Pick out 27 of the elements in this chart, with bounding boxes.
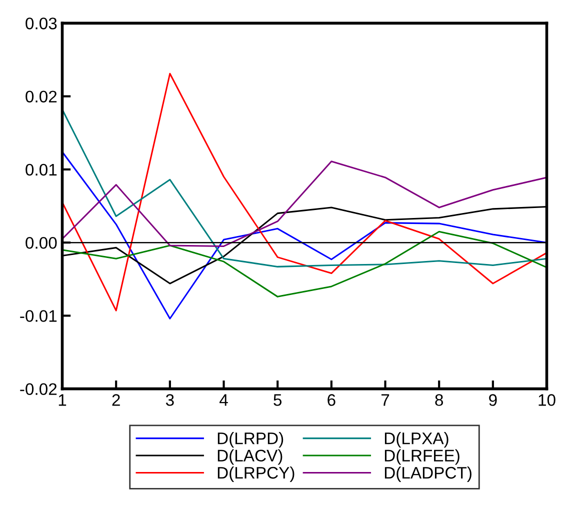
line-series (62, 160, 547, 247)
x-tick-label: 1 (58, 394, 66, 406)
x-tick-label: 7 (381, 394, 390, 406)
legend-label: D(LACV) (218, 449, 282, 465)
legend-label: D(LRPCY) (218, 466, 294, 482)
x-tick-label: 9 (489, 394, 497, 406)
y-tick-label: 0.02 (26, 90, 57, 103)
y-tick-label: 0.00 (26, 236, 57, 249)
x-tick-label: 4 (220, 394, 228, 406)
x-tick-label: 5 (274, 394, 282, 406)
x-tick-label: 6 (328, 394, 336, 406)
x-tick-label: 2 (112, 394, 120, 406)
x-tick-label: 8 (435, 394, 443, 406)
line-series (62, 72, 547, 312)
x-tick-label: 10 (538, 394, 556, 406)
legend-label: D(LRFEE) (384, 449, 460, 465)
y-tick-label: 0.01 (26, 164, 57, 176)
y-tick-label: -0.01 (20, 310, 57, 322)
line-series (62, 108, 547, 268)
legend-label: D(LRPD) (218, 432, 284, 448)
x-tick-label: 3 (166, 394, 174, 406)
line-series (62, 230, 547, 298)
line-series (62, 151, 547, 320)
legend-label: D(LADPCT) (384, 466, 472, 482)
y-tick-label: -0.02 (20, 383, 57, 396)
legend-label: D(LPXA) (384, 432, 448, 448)
y-tick-label: 0.03 (26, 18, 57, 30)
